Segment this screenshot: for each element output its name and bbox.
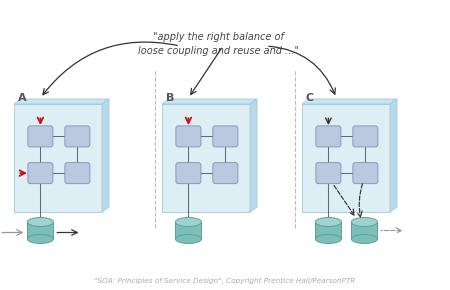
Bar: [14, 104, 102, 212]
FancyBboxPatch shape: [353, 126, 378, 147]
Ellipse shape: [351, 218, 378, 226]
FancyBboxPatch shape: [316, 163, 341, 184]
Text: B: B: [166, 93, 175, 103]
Polygon shape: [14, 99, 109, 104]
Bar: [162, 104, 250, 212]
Ellipse shape: [176, 218, 202, 226]
FancyBboxPatch shape: [353, 163, 378, 184]
FancyBboxPatch shape: [316, 126, 341, 147]
Text: "apply the right balance of
loose coupling and reuse and ...": "apply the right balance of loose coupli…: [138, 32, 298, 56]
Polygon shape: [390, 99, 397, 212]
Bar: [315, 222, 342, 239]
Ellipse shape: [27, 235, 54, 244]
Text: "SOA: Principles of Service Design", Copyright Prentice Hall/PearsonPTR: "SOA: Principles of Service Design", Cop…: [94, 278, 356, 284]
FancyBboxPatch shape: [213, 126, 238, 147]
Ellipse shape: [351, 235, 378, 244]
Bar: [302, 104, 390, 212]
Bar: [351, 222, 378, 239]
FancyBboxPatch shape: [28, 126, 53, 147]
Bar: [27, 222, 54, 239]
Bar: [176, 222, 202, 239]
FancyBboxPatch shape: [176, 163, 201, 184]
Polygon shape: [102, 99, 109, 212]
Polygon shape: [302, 99, 397, 104]
Polygon shape: [162, 99, 257, 104]
FancyBboxPatch shape: [176, 126, 201, 147]
FancyBboxPatch shape: [65, 126, 90, 147]
FancyBboxPatch shape: [65, 163, 90, 184]
FancyBboxPatch shape: [213, 163, 238, 184]
Text: A: A: [18, 93, 27, 103]
Ellipse shape: [315, 218, 342, 226]
Text: C: C: [306, 93, 314, 103]
Ellipse shape: [176, 235, 202, 244]
FancyBboxPatch shape: [28, 163, 53, 184]
Ellipse shape: [315, 235, 342, 244]
Ellipse shape: [27, 218, 54, 226]
Polygon shape: [250, 99, 257, 212]
